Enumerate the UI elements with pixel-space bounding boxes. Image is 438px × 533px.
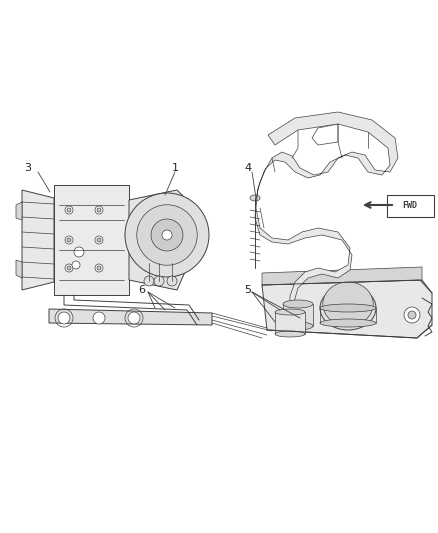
Circle shape bbox=[404, 307, 420, 323]
Ellipse shape bbox=[275, 331, 305, 337]
Polygon shape bbox=[262, 280, 432, 338]
Circle shape bbox=[97, 238, 101, 242]
Text: FWD: FWD bbox=[403, 200, 417, 209]
Ellipse shape bbox=[283, 300, 313, 308]
Circle shape bbox=[74, 247, 84, 257]
Polygon shape bbox=[16, 202, 22, 220]
Ellipse shape bbox=[320, 304, 376, 312]
Bar bbox=[283, 304, 313, 326]
Circle shape bbox=[65, 236, 73, 244]
Circle shape bbox=[67, 266, 71, 270]
FancyBboxPatch shape bbox=[387, 195, 434, 217]
Circle shape bbox=[137, 205, 197, 265]
Circle shape bbox=[151, 219, 183, 251]
Circle shape bbox=[72, 261, 80, 269]
Polygon shape bbox=[16, 260, 22, 278]
Polygon shape bbox=[255, 112, 398, 334]
Circle shape bbox=[125, 193, 209, 277]
Circle shape bbox=[408, 311, 416, 319]
Circle shape bbox=[93, 312, 105, 324]
Circle shape bbox=[144, 276, 154, 286]
Polygon shape bbox=[262, 267, 422, 285]
Text: 3: 3 bbox=[25, 163, 32, 173]
Circle shape bbox=[58, 312, 70, 324]
Circle shape bbox=[97, 208, 101, 212]
Circle shape bbox=[95, 206, 103, 214]
Text: 4: 4 bbox=[244, 163, 251, 173]
Circle shape bbox=[95, 264, 103, 272]
Circle shape bbox=[95, 236, 103, 244]
Polygon shape bbox=[49, 309, 212, 325]
Circle shape bbox=[167, 276, 177, 286]
Circle shape bbox=[65, 206, 73, 214]
Ellipse shape bbox=[320, 286, 376, 330]
Circle shape bbox=[128, 312, 140, 324]
Polygon shape bbox=[312, 124, 338, 145]
Polygon shape bbox=[54, 185, 129, 295]
Bar bbox=[275, 312, 305, 334]
Polygon shape bbox=[22, 190, 54, 290]
Circle shape bbox=[97, 266, 101, 270]
Ellipse shape bbox=[323, 282, 373, 326]
Circle shape bbox=[67, 208, 71, 212]
Circle shape bbox=[65, 264, 73, 272]
Text: 6: 6 bbox=[138, 285, 145, 295]
Text: 1: 1 bbox=[172, 163, 179, 173]
Ellipse shape bbox=[283, 322, 313, 330]
Polygon shape bbox=[129, 190, 185, 290]
Ellipse shape bbox=[275, 309, 305, 315]
Circle shape bbox=[154, 276, 164, 286]
Ellipse shape bbox=[320, 319, 376, 327]
Circle shape bbox=[67, 238, 71, 242]
Ellipse shape bbox=[250, 195, 260, 201]
Text: 5: 5 bbox=[244, 285, 251, 295]
Circle shape bbox=[162, 230, 172, 240]
